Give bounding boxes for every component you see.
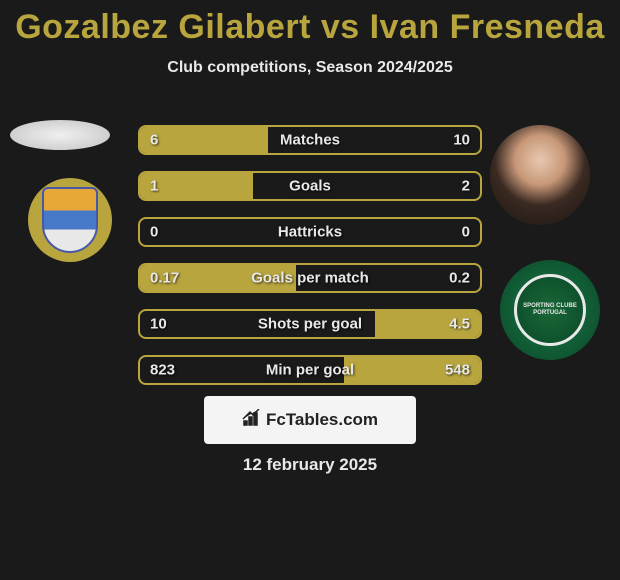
stat-value-left: 0 (150, 224, 158, 241)
stat-label: Matches (280, 132, 340, 149)
player-right-avatar (490, 125, 590, 225)
stat-value-right: 2 (462, 178, 470, 195)
club-right-ring-icon: SPORTING CLUBE PORTUGAL (514, 274, 586, 346)
stat-value-left: 823 (150, 362, 175, 379)
page-subtitle: Club competitions, Season 2024/2025 (0, 59, 620, 77)
stat-label: Min per goal (266, 362, 354, 379)
stat-value-left: 6 (150, 132, 158, 149)
stat-value-left: 1 (150, 178, 158, 195)
stat-label: Shots per goal (258, 316, 362, 333)
stat-row: 1 Goals 2 (138, 171, 482, 201)
stat-value-right: 0 (462, 224, 470, 241)
stat-row: 823 Min per goal 548 (138, 355, 482, 385)
stat-value-left: 0.17 (150, 270, 179, 287)
club-left-badge (28, 178, 112, 262)
stat-value-left: 10 (150, 316, 167, 333)
player-left-avatar (10, 120, 110, 150)
footer-site-text: FcTables.com (266, 410, 378, 430)
stat-row: 6 Matches 10 (138, 125, 482, 155)
stat-row: 10 Shots per goal 4.5 (138, 309, 482, 339)
stat-label: Goals per match (251, 270, 369, 287)
stats-container: 6 Matches 10 1 Goals 2 0 Hattricks 0 0.17 Goals pe… (138, 125, 482, 401)
chart-icon (242, 409, 260, 432)
club-right-badge: SPORTING CLUBE PORTUGAL (500, 260, 600, 360)
page-title: Gozalbez Gilabert vs Ivan Fresneda (0, 0, 620, 47)
footer-attribution: FcTables.com (204, 396, 416, 444)
stat-label: Hattricks (278, 224, 342, 241)
stat-value-right: 10 (453, 132, 470, 149)
stat-row: 0.17 Goals per match 0.2 (138, 263, 482, 293)
stat-value-right: 548 (445, 362, 470, 379)
stat-fill-left (140, 127, 268, 153)
stat-label: Goals (289, 178, 331, 195)
stat-value-right: 0.2 (449, 270, 470, 287)
club-left-shield-icon (42, 187, 98, 253)
stat-value-right: 4.5 (449, 316, 470, 333)
date-text: 12 february 2025 (0, 455, 620, 475)
stat-row: 0 Hattricks 0 (138, 217, 482, 247)
